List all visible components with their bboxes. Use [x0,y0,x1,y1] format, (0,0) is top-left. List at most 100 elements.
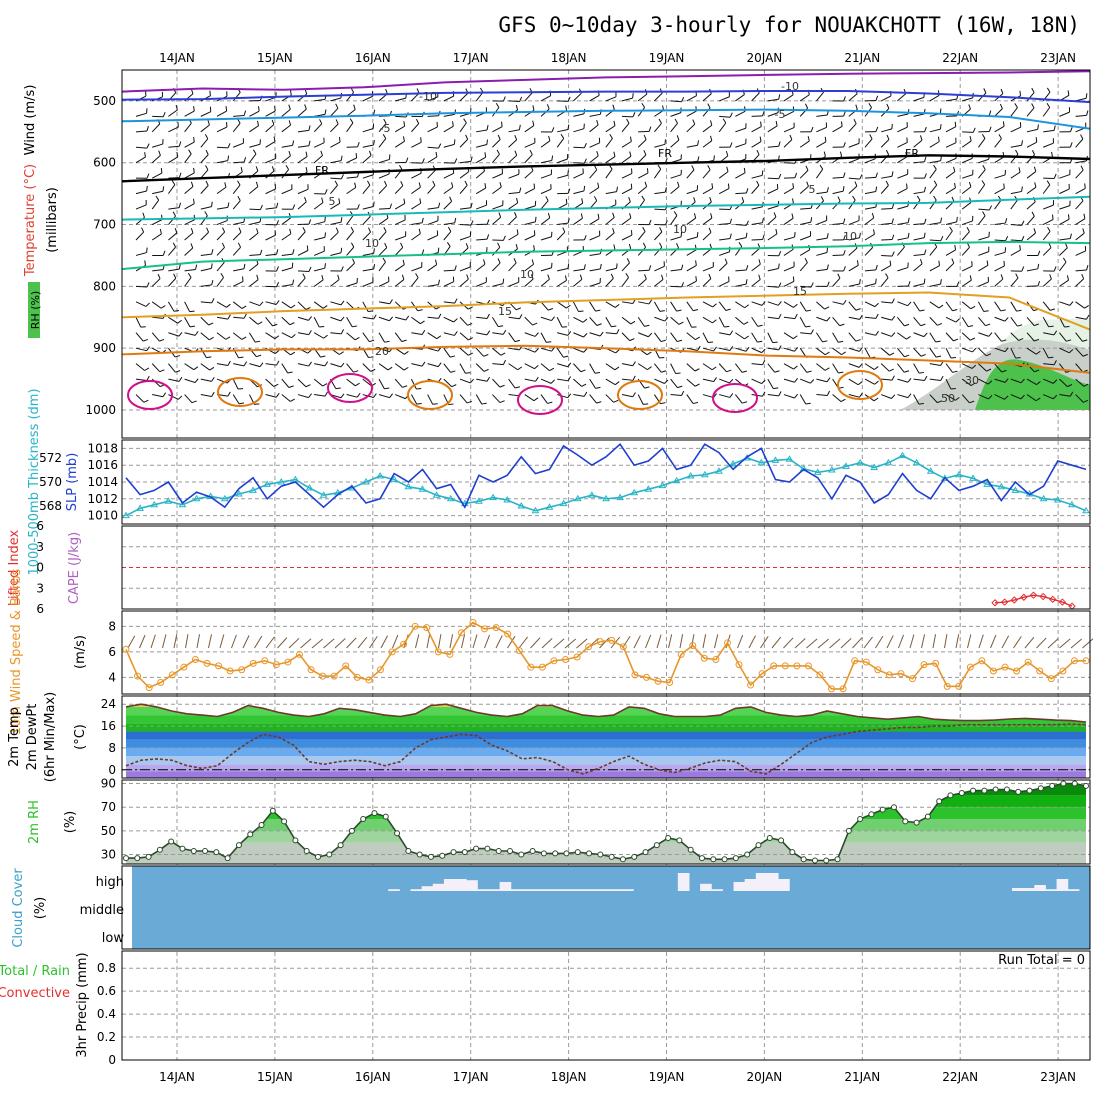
wind-barb-flag [810,329,814,335]
wind-barb-flag [937,322,943,326]
wind-barb [929,316,938,326]
wind-barb-flag [641,102,645,108]
wind-barb-flag [560,133,565,139]
surface-barb [300,638,312,649]
wind-barb [637,246,646,256]
wind-barb-flag [838,340,844,343]
wind-barb-flag [727,183,730,189]
wind-barb [1043,394,1054,400]
wind-speed-point [550,657,558,665]
wind-barb [832,176,844,179]
wind-barb-flag [924,249,927,255]
wind-barb [800,235,811,241]
wind-barb-flag [481,402,487,405]
rh2m-point [518,851,525,858]
wind-barb [1075,218,1086,225]
wind-barb-flag [745,188,749,194]
wind-barb-flag [466,274,469,280]
wind-barb-flag [502,359,507,365]
wind-barb-flag [383,227,387,232]
wind-barb [184,110,195,117]
wind-speed-point [689,641,697,649]
wind-barb-flag [1004,378,1009,383]
wind-barb [929,239,941,242]
wind-barb [281,332,292,339]
wind-barb [929,169,937,179]
wind-barb-flag [1020,378,1025,384]
wind-barb-flag [920,258,923,265]
wind-barb-flag [255,166,259,172]
axis-label-precip: 3hr Precip (mm) [75,952,90,1057]
wind-barb [978,251,989,256]
wind-barb [216,146,229,149]
wind-barb [913,223,925,226]
wind-barb-flag [713,155,715,161]
wind-barb [411,141,422,148]
wind-barb [297,129,309,133]
wind-barb-flag [502,329,507,335]
wind-barb-flag [906,183,908,189]
wind-speed-point [527,663,535,671]
wind-barb-flag [497,258,501,264]
wind-barb-flag [659,242,663,248]
wind-barb [881,175,893,179]
wind-barb [475,156,486,164]
wind-barb [249,125,259,133]
wind-barb [1075,378,1085,387]
wind-speed-point [261,657,269,665]
contour-label: -10 [781,80,799,93]
wind-barb-flag [401,339,407,342]
wind-barb [1043,204,1054,210]
wind-barb-flag [321,167,324,173]
wind-barb [945,262,955,272]
wind-barb [330,160,342,164]
wind-barb [929,94,940,102]
wind-barb-flag [581,198,584,204]
wind-barb [670,332,678,342]
wind-barb-flag [681,390,685,396]
wind-barb-flag [806,181,809,187]
axis-label-temp-units: (°C) [73,724,88,750]
wind-barb-flag [988,332,993,337]
thickness-point [1039,494,1048,502]
thickness-point [277,478,286,485]
wind-barb [265,316,273,327]
wind-barb-flag [951,196,955,202]
wind-barb-flag [356,392,361,398]
wind-barb-flag [583,333,588,338]
wind-barb-flag [648,332,653,338]
wind-barb [638,269,650,272]
rh2m-point [190,847,197,854]
rh2m-point [507,847,513,854]
wind-barb-flag [826,390,831,396]
wind-barb [297,277,306,287]
wind-barb-flag [437,247,440,253]
wind-barb-flag [1021,220,1025,226]
rh2m-point [427,853,434,860]
wind-barb [427,347,439,352]
lifted-index-point [1000,598,1009,606]
wind-barb [459,394,468,404]
wind-barb [1026,186,1037,195]
wind-barb [929,283,941,287]
wind-barb-flag [518,124,521,130]
wind-barb [978,394,989,400]
wind-barb [913,332,925,338]
wind-barb [378,378,385,389]
wind-barb [735,347,747,352]
wind-barb [184,394,193,404]
wind-barb [249,254,261,256]
wind-barb-flag [983,310,989,312]
rh2m-point [823,857,830,864]
wind-speed-line [125,621,1086,690]
wind-barb-flag [308,219,312,225]
wind-barb [1010,378,1022,384]
thickness-point [362,478,370,485]
wind-barb [184,301,191,312]
wind-barb [1059,332,1067,342]
wind-barb [184,172,195,179]
wind-barb [362,155,372,164]
cloud-bar [477,889,489,891]
wind-barb-flag [709,120,713,126]
wind-barb-flag [644,386,650,389]
